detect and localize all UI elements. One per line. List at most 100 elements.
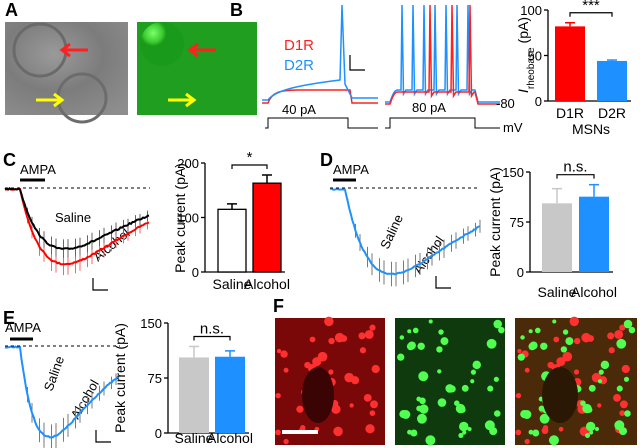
cell-dot <box>333 426 343 437</box>
cell-dot <box>370 400 378 409</box>
cell-dot <box>328 337 335 345</box>
significance-bracket <box>556 174 595 179</box>
cell-dot <box>493 410 501 417</box>
step-label: 80 pA <box>412 100 446 115</box>
y-tick-label: 75 <box>510 215 524 230</box>
cell-dot <box>470 379 475 384</box>
x-tick-label: Alcohol <box>244 276 290 292</box>
y-tick-label: 100 <box>520 3 542 18</box>
cell-dot <box>616 338 627 349</box>
cell-dot <box>560 346 568 353</box>
x-tick-label: Saline <box>175 430 214 446</box>
cell-dot <box>582 403 592 414</box>
cell-dot <box>524 367 530 373</box>
x-tick-label: D1R <box>556 105 584 121</box>
cell-dot <box>552 319 557 324</box>
cell-dot <box>562 329 569 335</box>
y-label-main: I <box>515 89 531 93</box>
current-traces <box>4 187 481 448</box>
cell-dot <box>487 385 494 392</box>
stimulus-label: AMPA <box>20 162 56 177</box>
arrows <box>36 42 216 108</box>
y-label-unit: (pA) <box>515 17 531 43</box>
cell-dot <box>280 350 288 358</box>
cell-dot <box>613 393 621 402</box>
significance-label: *** <box>582 0 600 14</box>
cell-dot <box>534 327 541 334</box>
y-tick-label: 150 <box>140 316 162 331</box>
cell-dot <box>296 405 304 413</box>
cell-dot <box>624 410 631 417</box>
cell-dot <box>324 316 334 327</box>
y-tick-label: 0 <box>192 265 199 280</box>
cell-dot <box>532 429 540 437</box>
cell-dot <box>607 332 615 340</box>
step-label: 40 pA <box>282 102 316 117</box>
cell-dot <box>458 432 464 439</box>
cell-dot <box>317 351 328 362</box>
cell-dot <box>520 335 525 340</box>
trace <box>4 187 150 266</box>
panel-label: B <box>230 0 243 20</box>
cell-dot <box>401 410 411 419</box>
cell-dot <box>486 338 497 349</box>
cell-dot <box>515 392 522 399</box>
cell-dot <box>462 430 467 435</box>
cell-dot <box>581 332 591 343</box>
cell-dot <box>459 421 469 432</box>
cell-dot <box>573 369 580 375</box>
significance-label: * <box>247 149 253 166</box>
bar <box>555 26 585 102</box>
cell-dot <box>498 326 505 334</box>
cell-dot <box>553 336 560 343</box>
bar <box>215 356 245 433</box>
cell-dot <box>283 438 289 445</box>
cell-dot <box>418 371 429 382</box>
y-tick-label: 100 <box>177 211 199 226</box>
cell-dot <box>589 430 594 435</box>
legend-entry: D1R <box>284 37 314 54</box>
y-label-sub: rheobase <box>526 47 537 89</box>
y-tick-label: 150 <box>502 165 524 180</box>
cell-dots <box>275 316 636 446</box>
bar <box>217 208 247 273</box>
cell-dot <box>364 329 374 339</box>
cell-dot <box>565 337 574 346</box>
cell-dot <box>528 342 537 351</box>
significance-bracket <box>231 164 268 169</box>
cell-dot <box>410 429 418 437</box>
cell-dot <box>619 410 625 416</box>
cell-dot <box>614 329 624 339</box>
cell-dot <box>399 335 405 340</box>
significance-bracket <box>193 335 231 341</box>
cell-dot <box>371 364 380 374</box>
legend-entry: D2R <box>284 57 314 74</box>
unit-label: mV <box>503 120 523 135</box>
cell-dot <box>585 421 596 432</box>
cell-dot <box>437 398 447 407</box>
cell-dot <box>406 342 415 351</box>
cell-dot <box>349 403 354 408</box>
cell-dot <box>538 405 545 412</box>
y-label-main: Peak current (pA) <box>112 323 128 433</box>
cell-dot <box>283 367 289 373</box>
y-tick-label: 0 <box>155 426 162 441</box>
cell-dot <box>517 348 522 354</box>
x-axis-label: MSNs <box>572 121 610 137</box>
holding-label: -80 <box>496 96 515 111</box>
cell-dot <box>594 426 600 432</box>
cell-dot <box>619 400 628 409</box>
cell-dot <box>562 351 573 362</box>
cell-dot <box>331 404 341 414</box>
voltage-traces <box>262 4 500 129</box>
cell-dot <box>539 413 550 424</box>
cell-dot <box>470 369 477 375</box>
bar <box>179 357 209 433</box>
trace <box>329 187 481 276</box>
cell-dot <box>358 332 366 340</box>
cell-dot <box>412 327 419 334</box>
cell-dot <box>359 347 367 354</box>
significance-label: n.s. <box>200 320 224 337</box>
cell-dot <box>598 369 604 375</box>
cell-dot <box>489 427 498 436</box>
